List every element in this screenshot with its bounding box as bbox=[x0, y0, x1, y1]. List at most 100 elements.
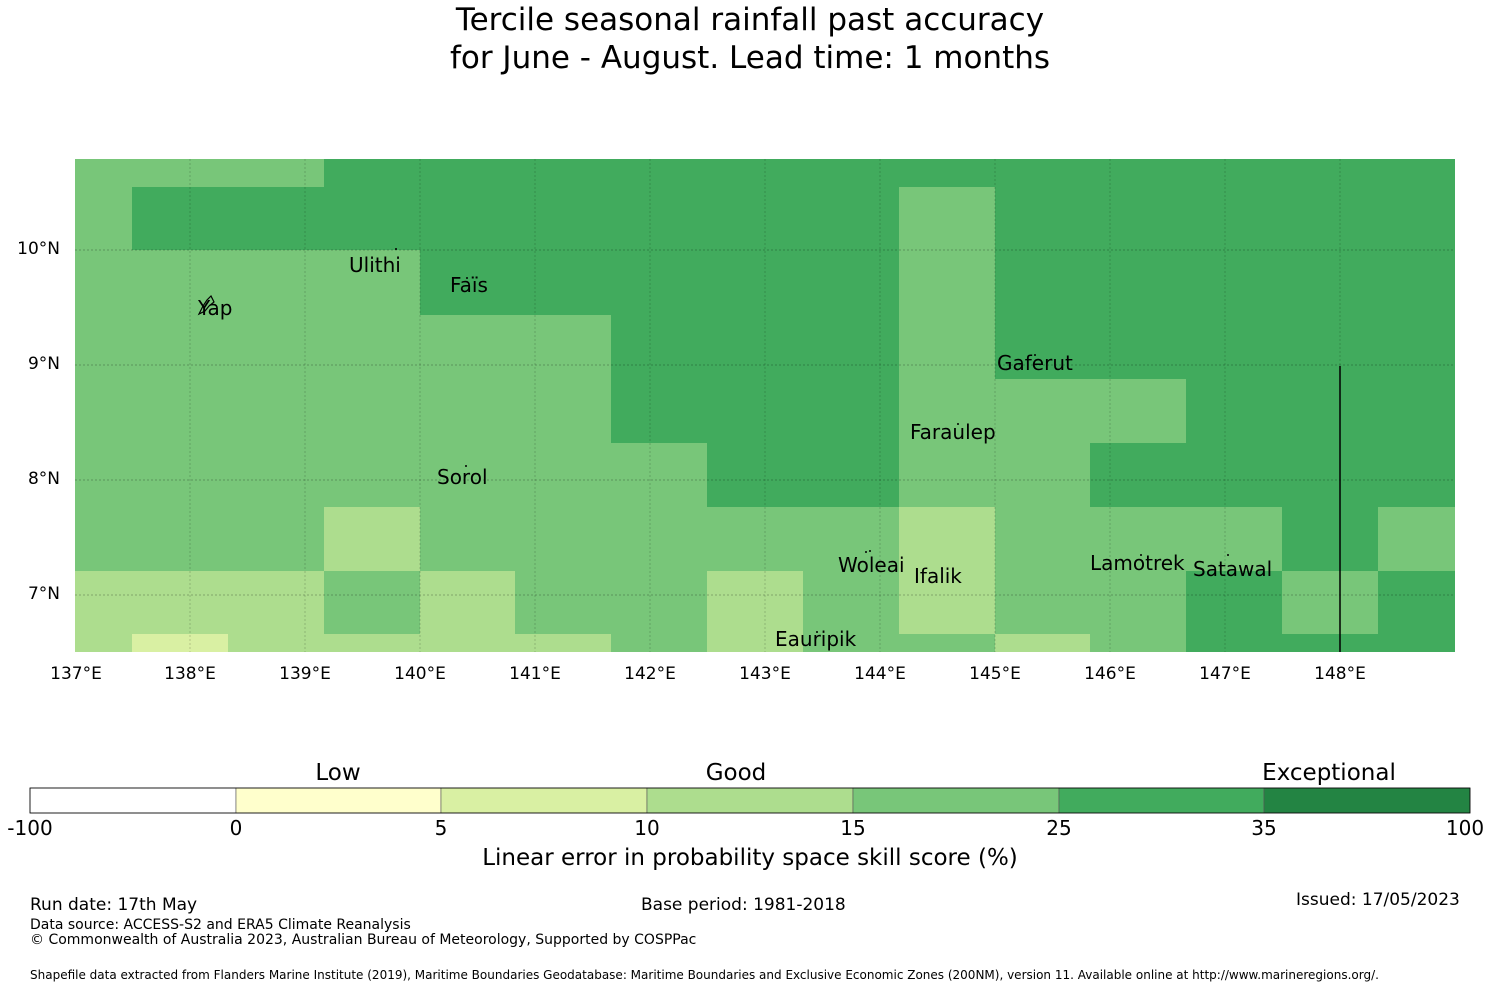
skill-cell bbox=[1378, 571, 1455, 634]
skill-cell bbox=[515, 159, 611, 187]
data-source: Data source: ACCESS-S2 and ERA5 Climate … bbox=[30, 917, 411, 933]
skill-cell bbox=[228, 159, 324, 187]
skill-cell bbox=[228, 379, 324, 443]
skill-cell bbox=[707, 507, 803, 571]
x-tick-148e: 148°E bbox=[1314, 664, 1366, 684]
skill-cell bbox=[1282, 187, 1378, 250]
skill-cell bbox=[132, 507, 228, 571]
skill-cell bbox=[132, 571, 228, 634]
place-label-ifalik: Ifalik bbox=[914, 564, 962, 588]
skill-cell bbox=[420, 379, 515, 443]
skill-cell bbox=[75, 507, 132, 571]
skill-cell bbox=[707, 634, 803, 652]
skill-cell bbox=[899, 634, 995, 652]
skill-grid bbox=[75, 159, 1455, 652]
skill-cell bbox=[995, 634, 1090, 652]
skill-cell bbox=[1282, 571, 1378, 634]
skill-cell bbox=[1378, 443, 1455, 507]
x-tick-147e: 147°E bbox=[1199, 664, 1251, 684]
skill-cell bbox=[707, 571, 803, 634]
skill-cell bbox=[420, 315, 515, 379]
map-title-line-1: Tercile seasonal rainfall past accuracy bbox=[455, 2, 1045, 38]
skill-cell bbox=[1282, 159, 1378, 187]
skill-cell bbox=[132, 159, 228, 187]
skill-cell bbox=[324, 250, 420, 315]
skill-cell bbox=[420, 443, 515, 507]
x-tick-143e: 143°E bbox=[739, 664, 791, 684]
woleai-dot-2 bbox=[869, 550, 871, 552]
y-tick-7n: 7°N bbox=[27, 584, 60, 604]
skill-cell bbox=[803, 379, 899, 443]
skill-cell bbox=[803, 315, 899, 379]
colorbar-segment bbox=[852, 787, 1060, 814]
gaferut-dot bbox=[1034, 354, 1036, 356]
x-tick-146e: 146°E bbox=[1084, 664, 1136, 684]
x-tick-138e: 138°E bbox=[164, 664, 216, 684]
colorbar bbox=[29, 787, 1471, 814]
colorbar-segment bbox=[1263, 787, 1471, 814]
shapefile-credit: Shapefile data extracted from Flanders M… bbox=[30, 968, 1379, 982]
skill-cell bbox=[1186, 443, 1282, 507]
skill-cell bbox=[324, 159, 420, 187]
skill-cell bbox=[995, 187, 1090, 250]
ifalik-dot bbox=[941, 567, 943, 569]
place-label-yap: Yap bbox=[198, 296, 233, 320]
ulithi-dot bbox=[395, 248, 397, 250]
colorbar-tick-0: 0 bbox=[229, 816, 243, 840]
skill-cell bbox=[1282, 634, 1378, 652]
skill-cell bbox=[75, 315, 132, 379]
colorbar-tick-100: 100 bbox=[1445, 816, 1485, 840]
skill-cell bbox=[1378, 159, 1455, 187]
skill-cell bbox=[515, 187, 611, 250]
skill-cell bbox=[1282, 250, 1378, 315]
skill-cell bbox=[803, 187, 899, 250]
skill-cell bbox=[228, 187, 324, 250]
skill-cell bbox=[803, 443, 899, 507]
skill-cell bbox=[1090, 250, 1186, 315]
colorbar-tick-25: 25 bbox=[1046, 816, 1072, 840]
skill-cell bbox=[611, 634, 707, 652]
skill-cell bbox=[132, 443, 228, 507]
colorbar-tick-35: 35 bbox=[1251, 816, 1277, 840]
satawal-dot bbox=[1227, 554, 1229, 556]
skill-cell bbox=[515, 507, 611, 571]
skill-cell bbox=[1282, 507, 1378, 571]
skill-cell bbox=[995, 315, 1090, 379]
skill-cell bbox=[1186, 507, 1282, 571]
skill-cell bbox=[1186, 379, 1282, 443]
place-label-satawal: Satawal bbox=[1193, 557, 1273, 581]
skill-cell bbox=[1090, 571, 1186, 634]
skill-cell bbox=[995, 379, 1090, 443]
skill-cell bbox=[611, 571, 707, 634]
skill-cell bbox=[899, 250, 995, 315]
skill-cell bbox=[515, 379, 611, 443]
skill-cell bbox=[1090, 443, 1186, 507]
skill-cell bbox=[515, 571, 611, 634]
colorbar-tick-minus100: -100 bbox=[7, 816, 53, 840]
skill-cell bbox=[899, 379, 995, 443]
skill-cell bbox=[1090, 187, 1186, 250]
skill-cell bbox=[1090, 159, 1186, 187]
colorbar-segment bbox=[646, 787, 854, 814]
colorbar-segment bbox=[440, 787, 648, 814]
x-tick-144e: 144°E bbox=[854, 664, 906, 684]
colorbar-outline bbox=[29, 787, 1471, 814]
colorbar-tick-5: 5 bbox=[434, 816, 448, 840]
skill-cell bbox=[132, 634, 228, 652]
place-label-lamotrek: Lamotrek bbox=[1090, 551, 1185, 575]
skill-cell bbox=[228, 315, 324, 379]
skill-cell bbox=[1186, 634, 1282, 652]
skill-cell bbox=[228, 634, 324, 652]
skill-cell bbox=[707, 315, 803, 379]
x-tick-141e: 141°E bbox=[509, 664, 561, 684]
y-tick-9n: 9°N bbox=[27, 354, 60, 374]
skill-cell bbox=[899, 187, 995, 250]
place-label-fais: Faïs bbox=[450, 273, 488, 297]
skill-cell bbox=[1282, 443, 1378, 507]
colorbar-segment bbox=[29, 787, 237, 814]
x-tick-140e: 140°E bbox=[394, 664, 446, 684]
place-label-woleai: Woleai bbox=[838, 553, 905, 577]
skill-cell bbox=[803, 571, 899, 634]
fais-dot bbox=[466, 277, 468, 279]
